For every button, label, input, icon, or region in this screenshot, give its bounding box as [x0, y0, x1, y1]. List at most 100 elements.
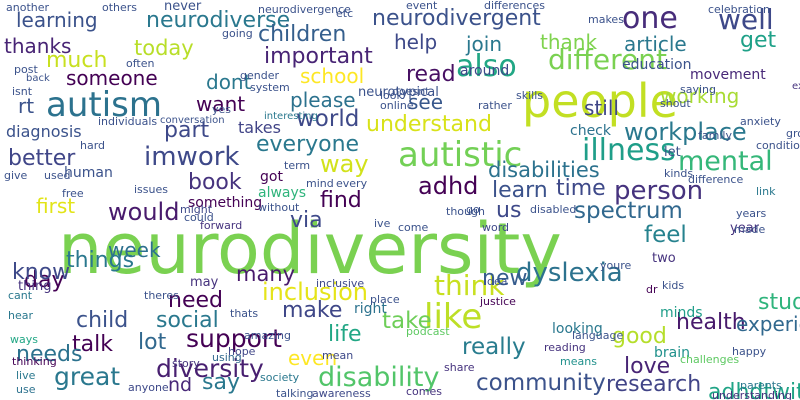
word: mental — [678, 146, 773, 177]
word: life — [328, 322, 362, 347]
word: need — [168, 288, 223, 313]
word: theres — [144, 289, 179, 302]
word: rt — [18, 94, 35, 118]
word: understanding — [712, 389, 792, 400]
word: inclusion — [262, 278, 369, 306]
word: health — [676, 310, 746, 335]
word: think — [434, 269, 505, 302]
word: language — [572, 329, 624, 342]
word: students — [758, 290, 800, 315]
word: celebration — [708, 3, 770, 16]
word: really — [462, 334, 526, 360]
word: live — [16, 369, 36, 382]
word: years — [736, 207, 767, 220]
word: isnt — [12, 85, 33, 98]
word: society — [260, 371, 300, 384]
word: someone — [66, 66, 158, 90]
word: skills — [516, 89, 544, 102]
word: often — [126, 57, 155, 70]
word: things — [66, 248, 135, 273]
word: gender — [240, 69, 279, 82]
word: podcast — [406, 325, 450, 338]
word: diversity — [156, 354, 264, 383]
word: school — [300, 64, 365, 88]
word: conversation — [160, 115, 225, 126]
word: let — [664, 145, 681, 160]
word: illness — [582, 133, 676, 168]
word: social — [156, 308, 219, 333]
word: want — [196, 92, 246, 116]
word: group — [786, 127, 800, 140]
word: thing — [18, 279, 52, 294]
word: please — [290, 88, 356, 112]
word: support — [186, 324, 282, 353]
word: learning — [16, 8, 98, 32]
word: disabilities — [488, 158, 600, 182]
word: anyone — [128, 381, 169, 394]
word: challenges — [680, 353, 740, 366]
word: shout — [660, 97, 691, 110]
word: conditions — [756, 139, 800, 152]
word: understand — [366, 112, 492, 137]
word: even — [288, 346, 338, 370]
word: learn — [492, 178, 548, 203]
word: one — [622, 1, 678, 36]
word: neurodiverse — [146, 8, 291, 33]
word: something — [188, 195, 263, 211]
word: rather — [478, 99, 512, 112]
word: never — [164, 0, 202, 14]
word: via — [290, 208, 323, 233]
word: amazing — [244, 329, 291, 342]
word: good — [612, 324, 667, 349]
word: come — [398, 221, 429, 234]
word: word — [482, 221, 510, 234]
word: story — [172, 357, 200, 370]
word: different — [548, 43, 667, 76]
word: doesnt — [392, 85, 430, 98]
word: person — [614, 176, 704, 206]
word: neurodivergent — [372, 6, 541, 31]
word: talking — [276, 387, 314, 400]
word: help — [394, 30, 438, 54]
word: people — [522, 74, 678, 128]
word: find — [320, 188, 362, 213]
word: ways — [10, 333, 38, 346]
word: also — [456, 49, 517, 84]
word: experience — [736, 312, 800, 336]
word: share — [444, 361, 475, 374]
word: first — [36, 194, 76, 218]
word: place — [370, 293, 400, 306]
word: always — [258, 185, 307, 201]
word: inclusive — [316, 277, 365, 290]
word: take — [382, 308, 432, 334]
word: makes — [588, 13, 624, 26]
word: individuals — [98, 115, 158, 128]
word: education — [622, 57, 692, 73]
word: us — [496, 198, 522, 223]
word: system — [250, 81, 290, 94]
word: disabled — [530, 203, 577, 216]
word: research — [606, 372, 702, 397]
word: experiences — [792, 81, 800, 92]
word: article — [624, 32, 687, 56]
word: read — [406, 62, 456, 87]
word: love — [624, 354, 671, 379]
word: happy — [732, 345, 767, 358]
word: made — [734, 223, 766, 236]
word: term — [284, 159, 311, 172]
word: kinds — [664, 167, 694, 180]
word: much — [46, 48, 108, 73]
word: many — [236, 262, 296, 286]
word: used — [44, 169, 71, 182]
word: anxiety — [740, 115, 781, 128]
word: would — [108, 198, 180, 226]
word: looking — [552, 321, 603, 337]
word: every — [336, 177, 368, 190]
word: ive — [374, 217, 391, 230]
word: time — [556, 176, 606, 201]
word: takes — [238, 118, 281, 137]
word: say — [202, 370, 240, 395]
word: way — [320, 150, 369, 178]
word: neurotypical — [358, 85, 439, 100]
word: may — [190, 275, 219, 290]
